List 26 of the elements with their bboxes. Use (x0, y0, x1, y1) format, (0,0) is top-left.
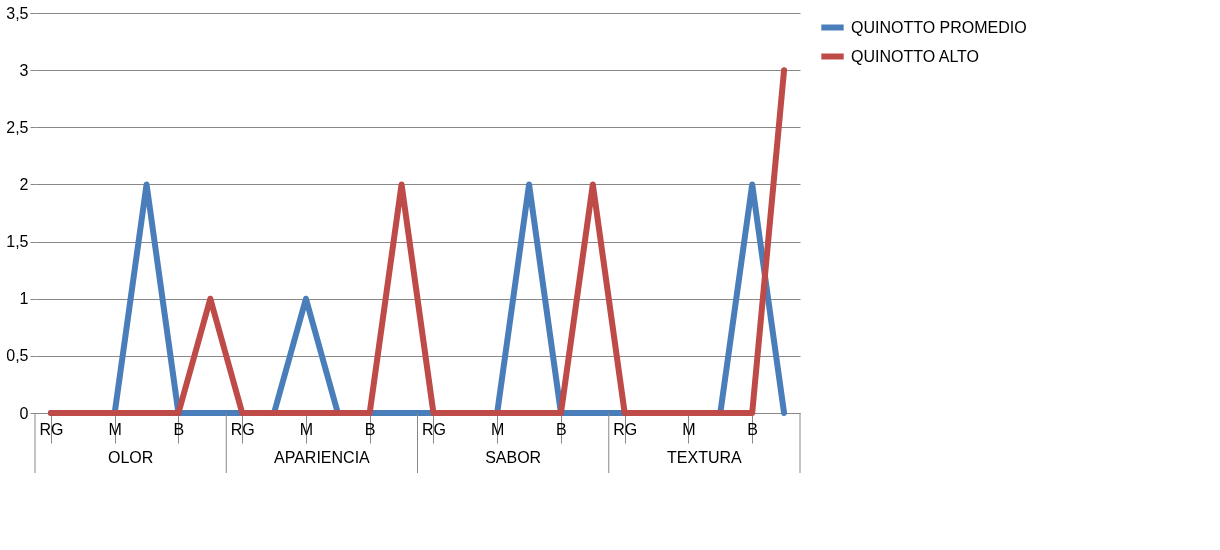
x-tick-label: RG (613, 420, 638, 438)
y-tick-label: 3,5 (6, 4, 29, 22)
x-tick-label: M (682, 420, 696, 438)
y-tick-label: 1,5 (6, 233, 29, 251)
y-tick-label: 3 (19, 61, 29, 79)
text: TEXTURA (667, 449, 743, 466)
x-tick-label: M (299, 420, 314, 438)
y-tick-label: 2,5 (6, 118, 29, 136)
y-tick-label: 2 (19, 175, 29, 193)
y-tick-label: 0 (19, 404, 29, 422)
x-tick-label: RG (230, 420, 255, 438)
x-tick-label: B (747, 420, 759, 438)
legend-label: QUINOTTO PROMEDIO (851, 18, 1027, 36)
y-tick-label: 0,5 (6, 347, 29, 365)
y-tick-label: 1 (19, 290, 29, 308)
x-tick-label: B (364, 420, 376, 438)
x-tick-label: B (173, 420, 185, 438)
text: OLOR (107, 449, 154, 466)
legend-label: QUINOTTO ALTO (851, 47, 980, 65)
text: APARIENCIA (274, 449, 371, 466)
x-tick-label: M (108, 420, 122, 438)
x-tick-label: RG (421, 420, 446, 438)
x-tick-label: RG (39, 420, 64, 438)
x-tick-label: B (556, 420, 567, 438)
text: SABOR (485, 449, 542, 466)
x-tick-label: M (491, 420, 505, 438)
